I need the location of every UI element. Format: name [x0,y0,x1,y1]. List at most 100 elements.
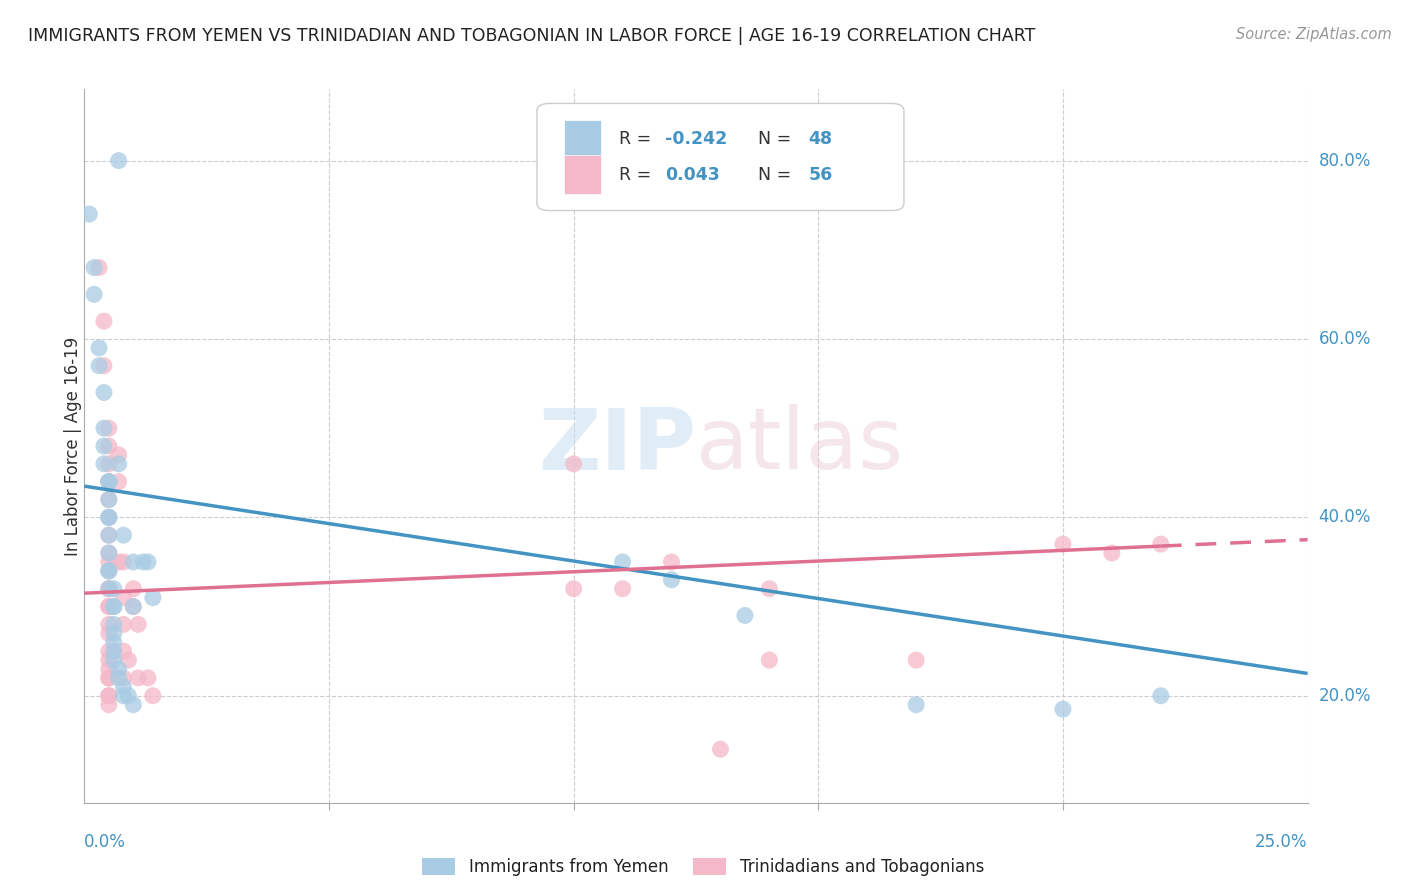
Point [93,457,115,471]
Point [97,689,120,703]
Point [77,207,100,221]
Point [97,510,120,524]
Point [97,492,120,507]
Point [1052,537,1074,551]
Point [103,644,125,658]
Text: 80.0%: 80.0% [1319,152,1371,169]
Point [87,359,110,373]
Point [97,492,120,507]
Point [117,653,139,667]
Text: atlas: atlas [696,404,904,488]
Point [734,608,756,623]
Point [103,653,125,667]
Point [132,555,155,569]
Text: 56: 56 [808,166,832,184]
Point [112,689,135,703]
Point [97,546,120,560]
Point [97,457,120,471]
Text: 0.0%: 0.0% [84,833,127,851]
Point [1150,537,1173,551]
Text: 25.0%: 25.0% [1256,833,1308,851]
Point [97,582,120,596]
Point [97,582,120,596]
Point [93,314,115,328]
Point [612,582,634,596]
Point [142,591,165,605]
Point [97,599,120,614]
Point [122,599,145,614]
Point [107,475,129,489]
Point [107,457,129,471]
Text: 40.0%: 40.0% [1319,508,1371,526]
FancyBboxPatch shape [564,120,600,159]
Text: ZIP: ZIP [538,404,696,488]
Point [97,599,120,614]
Point [97,510,120,524]
Point [107,555,129,569]
Point [1101,546,1123,560]
Point [103,617,125,632]
Point [1052,702,1074,716]
Point [97,528,120,542]
Point [97,626,120,640]
Point [112,555,135,569]
Text: R =: R = [619,130,657,148]
Text: R =: R = [619,166,662,184]
Point [97,644,120,658]
Point [97,555,120,569]
Point [112,644,135,658]
Point [661,555,683,569]
Text: IMMIGRANTS FROM YEMEN VS TRINIDADIAN AND TOBAGONIAN IN LABOR FORCE | AGE 16-19 C: IMMIGRANTS FROM YEMEN VS TRINIDADIAN AND… [28,27,1035,45]
Text: 48: 48 [808,130,832,148]
Point [93,421,115,435]
Point [97,582,120,596]
Point [1150,689,1173,703]
Point [562,582,585,596]
Point [97,475,120,489]
Point [107,671,129,685]
Point [112,528,135,542]
Text: N =: N = [748,166,797,184]
Point [758,582,780,596]
Point [97,475,120,489]
Point [97,546,120,560]
Point [103,626,125,640]
Point [97,662,120,676]
Point [103,582,125,596]
Text: -0.242: -0.242 [665,130,728,148]
Point [97,671,120,685]
Point [97,528,120,542]
Point [97,564,120,578]
Text: 20.0%: 20.0% [1319,687,1371,705]
Point [107,662,129,676]
Point [103,599,125,614]
Text: 60.0%: 60.0% [1319,330,1371,348]
Point [97,671,120,685]
Point [562,457,585,471]
Point [103,635,125,649]
Text: N =: N = [748,130,797,148]
Point [709,742,731,756]
Point [122,599,145,614]
Point [103,644,125,658]
Point [112,680,135,694]
Point [612,555,634,569]
Point [83,287,105,301]
FancyBboxPatch shape [564,155,600,194]
Point [97,617,120,632]
Point [758,653,780,667]
Legend: Immigrants from Yemen, Trinidadians and Tobagonians: Immigrants from Yemen, Trinidadians and … [415,852,991,883]
Point [97,564,120,578]
Point [117,689,139,703]
Point [122,555,145,569]
Point [112,617,135,632]
Point [107,448,129,462]
Point [97,475,120,489]
Point [127,617,149,632]
Point [112,671,135,685]
Point [97,689,120,703]
Point [97,510,120,524]
Point [93,385,115,400]
Point [142,689,165,703]
Point [83,260,105,275]
